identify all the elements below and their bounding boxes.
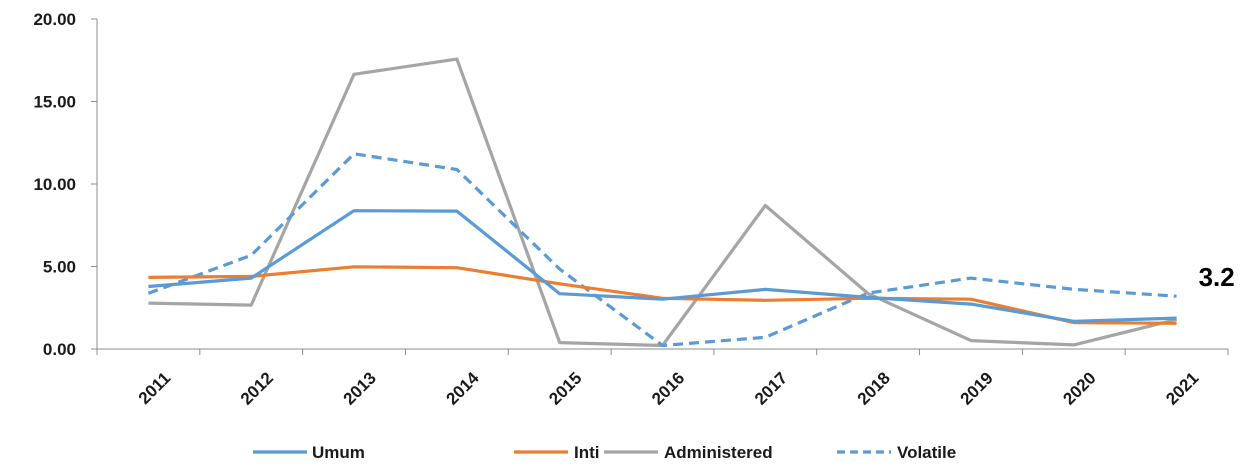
legend-item-administered: Administered (604, 443, 773, 462)
series-layer (147, 57, 1177, 348)
legend: Umum Inti Administered Volatile (253, 443, 956, 462)
x-tick-label: 2018 (854, 368, 894, 408)
y-tick-label: 0.00 (43, 340, 76, 359)
series-line-inti (148, 265, 1177, 325)
legend-label: Umum (312, 443, 365, 462)
legend-label: Inti (574, 443, 600, 462)
x-tick-label: 2013 (340, 368, 380, 408)
x-tick-label: 2021 (1162, 368, 1202, 408)
y-tick-label: 10.00 (33, 175, 76, 194)
y-tick-label: 15.00 (33, 93, 76, 112)
series-line-umum (148, 209, 1177, 323)
legend-item-umum: Umum (253, 443, 365, 462)
legend-label: Volatile (897, 443, 956, 462)
x-tick-label: 2011 (135, 368, 175, 408)
x-tick-label: 2020 (1059, 368, 1099, 408)
legend-item-inti: Inti (514, 443, 600, 462)
legend-item-volatile: Volatile (837, 443, 956, 462)
y-tick-label: 20.00 (33, 10, 76, 29)
x-tick-label: 2019 (957, 368, 997, 408)
x-tick-label: 2016 (648, 368, 688, 408)
y-tick-label: 5.00 (43, 258, 76, 277)
x-tick-label: 2014 (443, 368, 484, 409)
series-line-volatile (147, 152, 1177, 348)
annotation-layer: 3.2 (1199, 262, 1235, 292)
x-tick-label: 2017 (751, 368, 791, 408)
legend-label: Administered (664, 443, 773, 462)
x-tick-label: 2015 (545, 368, 585, 408)
x-axis: 2011 2012 2013 2014 2015 2016 2017 2018 2019 2020… (96, 348, 1229, 409)
value-annotation: 3.2 (1199, 262, 1235, 292)
x-tick-label: 2012 (237, 368, 277, 408)
y-axis: 0.00 5.00 10.00 15.00 20.00 (33, 10, 98, 359)
